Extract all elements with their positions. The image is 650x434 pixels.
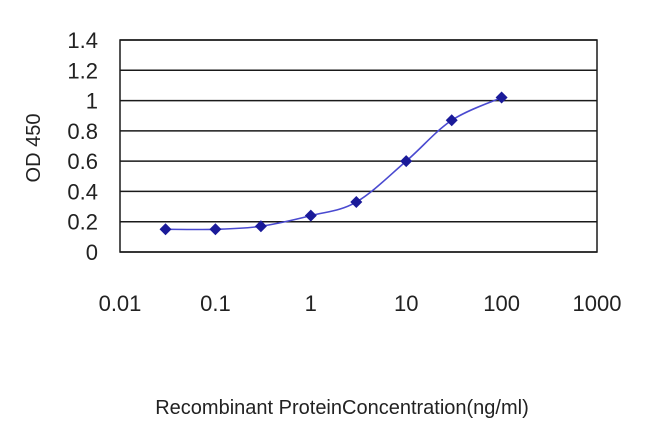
data-point-2 (254, 220, 267, 233)
x-tick-label-3: 10 (394, 291, 418, 316)
data-point-6 (445, 114, 458, 127)
x-tick-label-2: 1 (305, 291, 317, 316)
x-tick-labels: 0.01 0.1 1 10 100 1000 (99, 291, 622, 316)
x-tick-label-4: 100 (483, 291, 520, 316)
y-tick-labels: 0 0.2 0.4 0.6 0.8 1 1.2 1.4 (67, 28, 98, 265)
y-tick-label-6: 1.2 (67, 58, 98, 83)
data-point-1 (209, 223, 222, 236)
x-tick-label-0: 0.01 (99, 291, 142, 316)
x-tick-label-5: 1000 (573, 291, 622, 316)
gridlines (120, 39, 597, 253)
y-axis-label: OD 450 (23, 114, 45, 183)
data-point-4 (350, 196, 363, 209)
x-axis-label: Recombinant ProteinConcentration(ng/ml) (155, 397, 529, 419)
data-point-3 (304, 209, 317, 222)
data-point-7 (495, 91, 508, 104)
y-tick-label-5: 1 (86, 89, 98, 114)
data-point-5 (400, 155, 413, 168)
y-tick-label-0: 0 (86, 240, 98, 265)
y-tick-label-7: 1.4 (67, 28, 98, 53)
y-tick-label-4: 0.8 (67, 119, 98, 144)
plot-frame (119, 39, 598, 253)
y-tick-label-3: 0.6 (67, 149, 98, 174)
data-point-0 (159, 223, 172, 236)
y-tick-label-2: 0.4 (67, 179, 98, 204)
data-markers (159, 91, 508, 236)
x-tick-label-1: 0.1 (200, 291, 231, 316)
y-tick-label-1: 0.2 (67, 210, 98, 235)
